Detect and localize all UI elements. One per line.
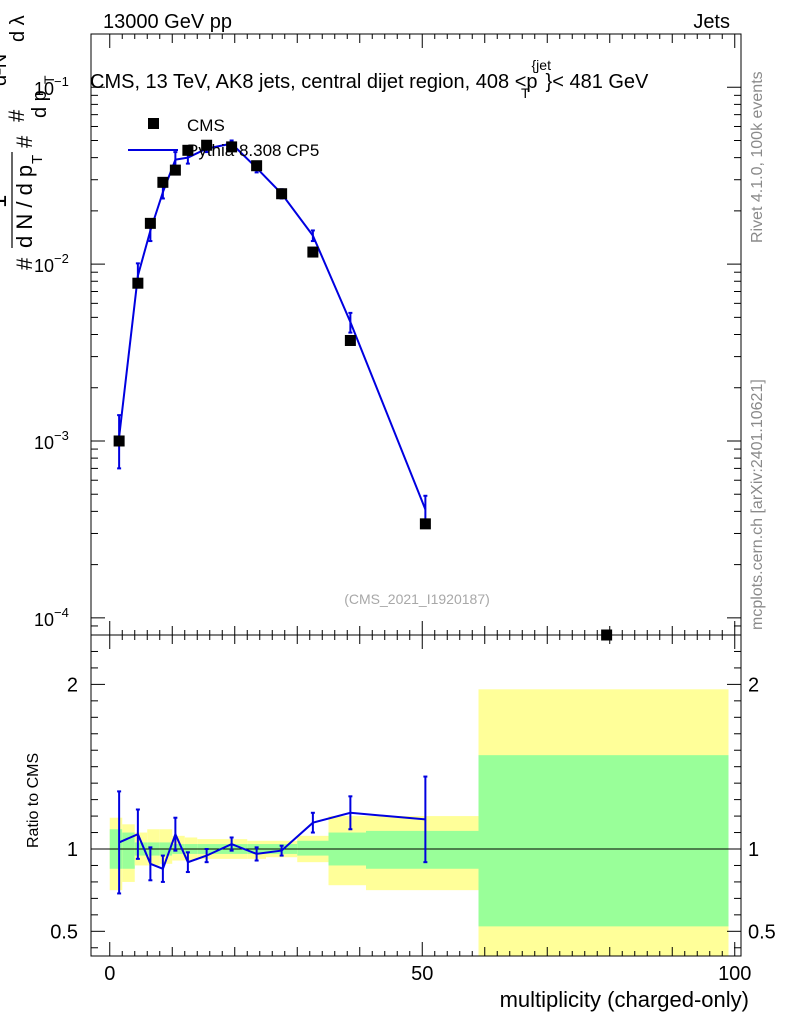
cms-data-point-7: [226, 141, 238, 153]
ylabel-hash-3: #: [4, 109, 29, 122]
header-left-label: 13000 GeV pp: [103, 11, 232, 33]
ylabel-dp-sub: T: [41, 75, 57, 84]
ylabel-dlambda: d λ: [7, 15, 29, 42]
main-y-axis-label: # d N / d p T 1 # d p T # d²N d λ: [0, 15, 57, 270]
chart-title-main: CMS, 13 TeV, AK8 jets, central dijet reg…: [90, 71, 538, 93]
main-y-tick-label-1: 10−3: [34, 428, 69, 453]
ratio-y-tick-label-right-2: 2: [748, 674, 759, 696]
cms-data-point-1: [132, 277, 144, 289]
ylabel-denominator: d N / d p: [12, 165, 37, 248]
ratio-y-tick-label-left-1: 1: [67, 839, 78, 861]
cms-data-point-3: [157, 176, 169, 188]
x-tick-label-100: 100: [718, 963, 751, 985]
main-y-tick-label-0: 10−4: [34, 605, 69, 630]
chart-title-sub: T: [521, 85, 530, 101]
ratio-y-tick-label-left-0.5: 0.5: [50, 921, 78, 943]
stat-uncertainty-band-11: [297, 840, 329, 856]
main-y-tick-label-base-2: 10: [34, 256, 54, 276]
cms-data-point-4: [169, 164, 181, 176]
ratio-y-tick-label-right-0.5: 0.5: [748, 921, 776, 943]
legend-pythia-label: Pythia 8.308 CP5: [187, 141, 319, 160]
main-y-tick-label-exp-3: −1: [54, 74, 69, 89]
legend: CMS Pythia 8.308 CP5: [128, 116, 319, 160]
ratio-plot-frame: [90, 634, 742, 957]
header-right-label: Jets: [693, 11, 730, 33]
main-y-tick-label-exp-1: −3: [54, 428, 69, 443]
stat-uncertainty-band-14: [478, 755, 729, 927]
ylabel-one: 1: [0, 195, 12, 208]
ratio-y-tick-label-right-1: 1: [748, 839, 759, 861]
stat-uncertainty-band-1: [122, 832, 135, 869]
main-y-tick-label-exp-2: −2: [54, 251, 69, 266]
chart-title-sup: {jet: [532, 57, 552, 73]
cms-data-point-8: [251, 160, 263, 172]
analysis-watermark: (CMS_2021_I1920187): [344, 591, 490, 607]
legend-cms-marker: [148, 118, 159, 129]
chart-title-tail: }< 481 GeV: [546, 71, 650, 93]
ratio-y-tick-label-left-2: 2: [67, 674, 78, 696]
main-y-tick-label-base-1: 10: [34, 433, 54, 453]
ylabel-d2n: d²N: [0, 54, 11, 86]
x-axis-label: multiplicity (charged-only): [500, 987, 749, 1012]
mcplots-source-label: mcplots.cern.ch [arXiv:2401.10621]: [749, 379, 766, 630]
cms-data-point-5: [182, 144, 194, 156]
x-tick-label-50: 50: [411, 963, 433, 985]
main-plot-ticks: 10−410−310−210−1: [34, 33, 741, 636]
ratio-y-axis-label: Ratio to CMS: [25, 753, 42, 848]
ratio-plot-ticks: 0 50 100 0.5 0.5 1 1 2 2: [50, 634, 776, 985]
cms-data-point-10: [307, 246, 319, 258]
cms-data-point-0: [113, 435, 125, 447]
ylabel-hash-2: #: [12, 135, 37, 148]
main-plot-data-layer: [113, 139, 613, 641]
cms-data-point-12: [419, 518, 431, 530]
rivet-version-label: Rivet 4.1.0, 100k events: [749, 71, 766, 243]
main-y-tick-label-base-3: 10: [34, 79, 54, 99]
main-y-tick-label-2: 10−2: [34, 251, 69, 276]
ratio-series-layer: [91, 775, 741, 895]
ylabel-hash-1: #: [12, 257, 37, 270]
legend-cms-label: CMS: [187, 116, 225, 135]
cms-data-point-2: [144, 217, 156, 229]
x-tick-label-0: 0: [104, 963, 115, 985]
cms-data-point-9: [276, 188, 288, 200]
main-y-tick-label-3: 10−1: [34, 74, 69, 99]
ylabel-dp: d p: [29, 90, 51, 118]
cms-data-point-6: [201, 139, 213, 151]
ratio-bands-layer: [109, 689, 729, 956]
main-y-tick-label-base-0: 10: [34, 610, 54, 630]
stat-uncertainty-band-13: [366, 830, 479, 869]
pythia-curve: [118, 142, 427, 510]
cms-data-point-13: [601, 629, 613, 641]
main-y-tick-label-exp-0: −4: [54, 605, 69, 620]
cms-data-point-11: [344, 334, 356, 346]
ylabel-denominator-sub: T: [29, 155, 46, 164]
chart-title: CMS, 13 TeV, AK8 jets, central dijet reg…: [90, 57, 649, 101]
